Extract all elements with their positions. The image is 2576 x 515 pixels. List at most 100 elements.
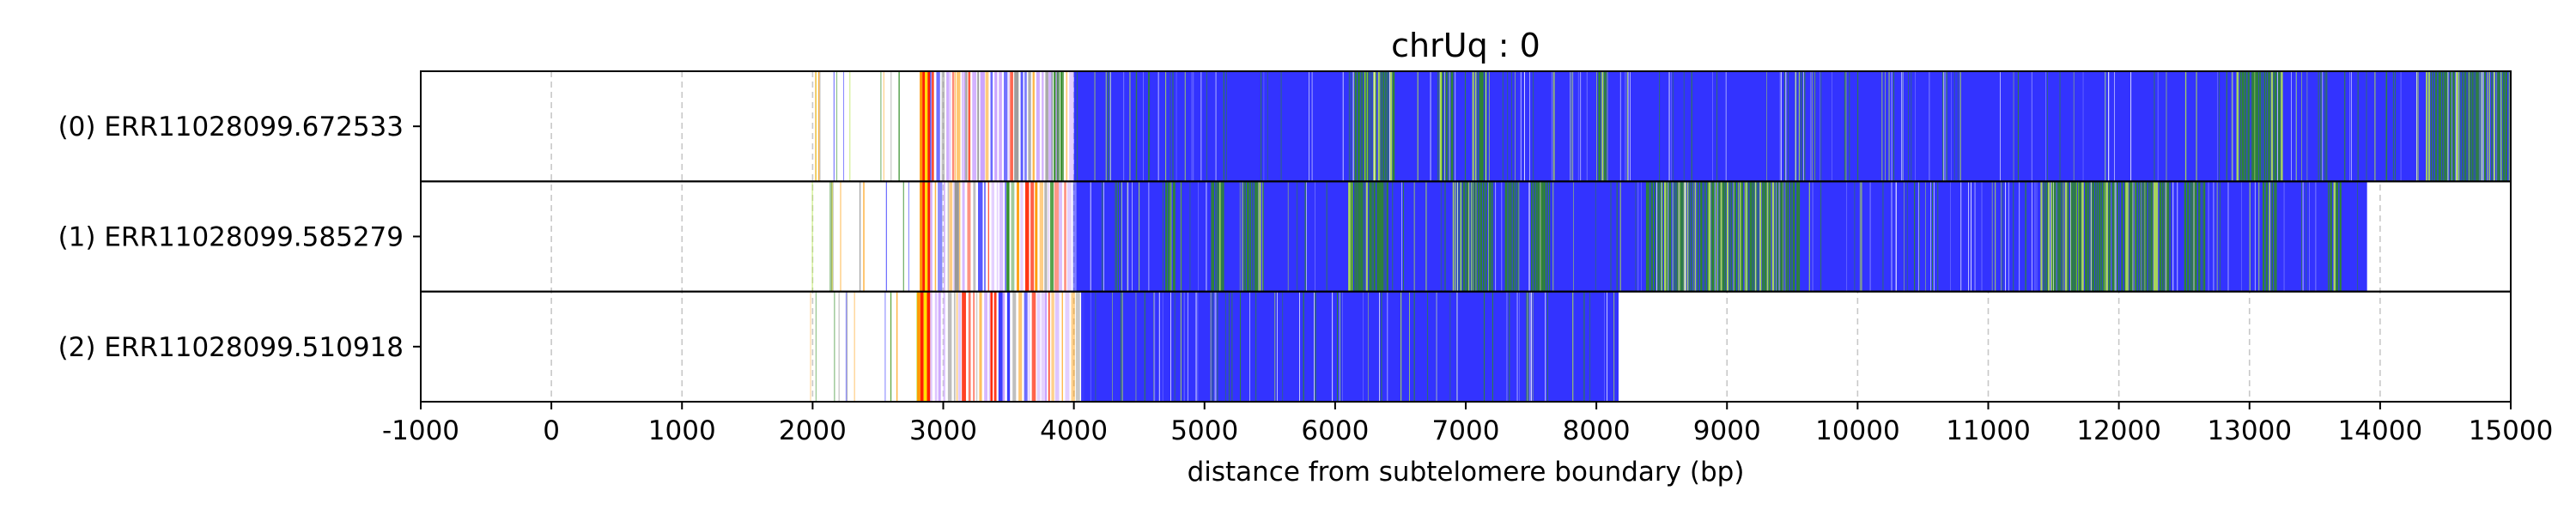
variant-segment bbox=[2096, 181, 2099, 292]
x-tick-label: 12000 bbox=[2076, 415, 2161, 446]
variant-segment bbox=[2128, 181, 2129, 292]
x-tick-label: 10000 bbox=[1815, 415, 1900, 446]
variant-segment bbox=[1358, 181, 1361, 292]
variant-tick bbox=[1738, 181, 1740, 292]
variant-tick bbox=[1951, 71, 1952, 182]
variant-tick bbox=[1379, 71, 1381, 182]
variant-tick bbox=[1481, 71, 1483, 182]
variant-tick bbox=[1492, 291, 1493, 402]
variant-segment bbox=[2508, 71, 2511, 182]
variant-tick bbox=[1888, 71, 1890, 182]
gap-tick bbox=[1103, 181, 1104, 292]
variant-tick bbox=[1191, 71, 1193, 182]
variant-segment bbox=[1055, 71, 1057, 182]
variant-tick bbox=[2318, 71, 2319, 182]
gap-tick bbox=[1755, 181, 1757, 292]
variant-segment bbox=[2270, 71, 2274, 182]
gap-tick bbox=[2019, 181, 2020, 292]
feature-segment bbox=[1004, 71, 1008, 182]
variant-tick bbox=[1859, 181, 1861, 292]
variant-segment bbox=[1377, 71, 1381, 182]
variant-segment bbox=[2124, 181, 2128, 292]
variant-tick bbox=[1239, 181, 1241, 292]
feature-tick bbox=[834, 291, 835, 402]
variant-tick bbox=[1366, 71, 1368, 182]
variant-segment bbox=[1650, 181, 1651, 292]
variant-segment bbox=[2153, 181, 2156, 292]
gap-tick bbox=[1158, 291, 1160, 402]
feature-segment bbox=[953, 291, 956, 402]
variant-segment bbox=[2491, 71, 2493, 182]
gap-tick bbox=[1630, 71, 1631, 182]
variant-tick bbox=[2078, 181, 2080, 292]
variant-tick bbox=[1148, 71, 1150, 182]
feature-tick bbox=[832, 181, 833, 292]
feature-segment bbox=[962, 181, 965, 292]
gap-tick bbox=[1206, 181, 1207, 292]
x-tick-label: 13000 bbox=[2207, 415, 2292, 446]
variant-tick bbox=[1814, 71, 1815, 182]
variant-segment bbox=[2434, 71, 2438, 182]
variant-segment bbox=[2255, 71, 2259, 182]
variant-segment bbox=[1058, 71, 1060, 182]
variant-segment bbox=[1477, 181, 1479, 292]
feature-segment bbox=[1035, 181, 1038, 292]
variant-tick bbox=[1170, 71, 1171, 182]
feature-segment bbox=[1030, 181, 1035, 292]
variant-segment bbox=[1726, 181, 1729, 292]
hot-segment bbox=[920, 291, 924, 402]
variant-segment bbox=[1376, 181, 1377, 292]
variant-segment bbox=[1694, 181, 1697, 292]
variant-tick bbox=[1198, 181, 1199, 292]
variant-segment bbox=[2129, 181, 2130, 292]
variant-tick bbox=[1381, 291, 1382, 402]
variant-segment bbox=[1360, 181, 1364, 292]
feature-segment bbox=[1069, 71, 1074, 182]
variant-segment bbox=[2197, 181, 2201, 292]
variant-tick bbox=[1533, 71, 1534, 182]
feature-tick bbox=[896, 291, 898, 402]
feature-segment bbox=[946, 71, 950, 182]
variant-tick bbox=[2193, 181, 2194, 292]
variant-tick bbox=[1672, 71, 1674, 182]
feature-segment bbox=[962, 291, 966, 402]
gap-tick bbox=[2415, 71, 2417, 182]
variant-tick bbox=[1226, 71, 1227, 182]
variant-tick bbox=[2216, 181, 2218, 292]
variant-tick bbox=[1475, 181, 1477, 292]
feature-segment bbox=[1054, 181, 1059, 292]
variant-segment bbox=[1686, 181, 1689, 292]
variant-tick bbox=[1262, 181, 1264, 292]
variant-tick bbox=[1511, 71, 1512, 182]
variant-tick bbox=[1995, 181, 1996, 292]
feature-segment bbox=[930, 181, 933, 292]
variant-tick bbox=[1108, 71, 1109, 182]
variant-segment bbox=[2258, 71, 2262, 182]
variant-segment bbox=[1731, 181, 1733, 292]
variant-tick bbox=[2385, 71, 2387, 182]
variant-segment bbox=[1749, 181, 1753, 292]
variant-segment bbox=[2116, 181, 2118, 292]
x-tick-label: 15000 bbox=[2469, 415, 2554, 446]
variant-segment bbox=[1537, 181, 1540, 292]
variant-segment bbox=[2202, 181, 2206, 292]
variant-segment bbox=[2427, 71, 2430, 182]
variant-segment bbox=[1711, 181, 1713, 292]
variant-segment bbox=[2142, 181, 2143, 292]
variant-segment bbox=[2043, 181, 2045, 292]
feature-segment bbox=[930, 291, 933, 402]
variant-segment bbox=[2058, 181, 2061, 292]
variant-tick bbox=[1518, 181, 1520, 292]
variant-tick bbox=[2047, 71, 2048, 182]
variant-tick bbox=[1413, 291, 1415, 402]
variant-tick bbox=[1362, 181, 1364, 292]
feature-segment bbox=[1066, 71, 1068, 182]
feature-segment bbox=[954, 71, 957, 182]
variant-tick bbox=[1616, 181, 1618, 292]
feature-segment bbox=[1064, 181, 1066, 292]
variant-segment bbox=[1220, 181, 1222, 292]
variant-tick bbox=[1121, 291, 1123, 402]
variant-segment bbox=[1439, 71, 1442, 182]
variant-segment bbox=[1601, 71, 1604, 182]
read-tracks bbox=[810, 71, 2512, 402]
